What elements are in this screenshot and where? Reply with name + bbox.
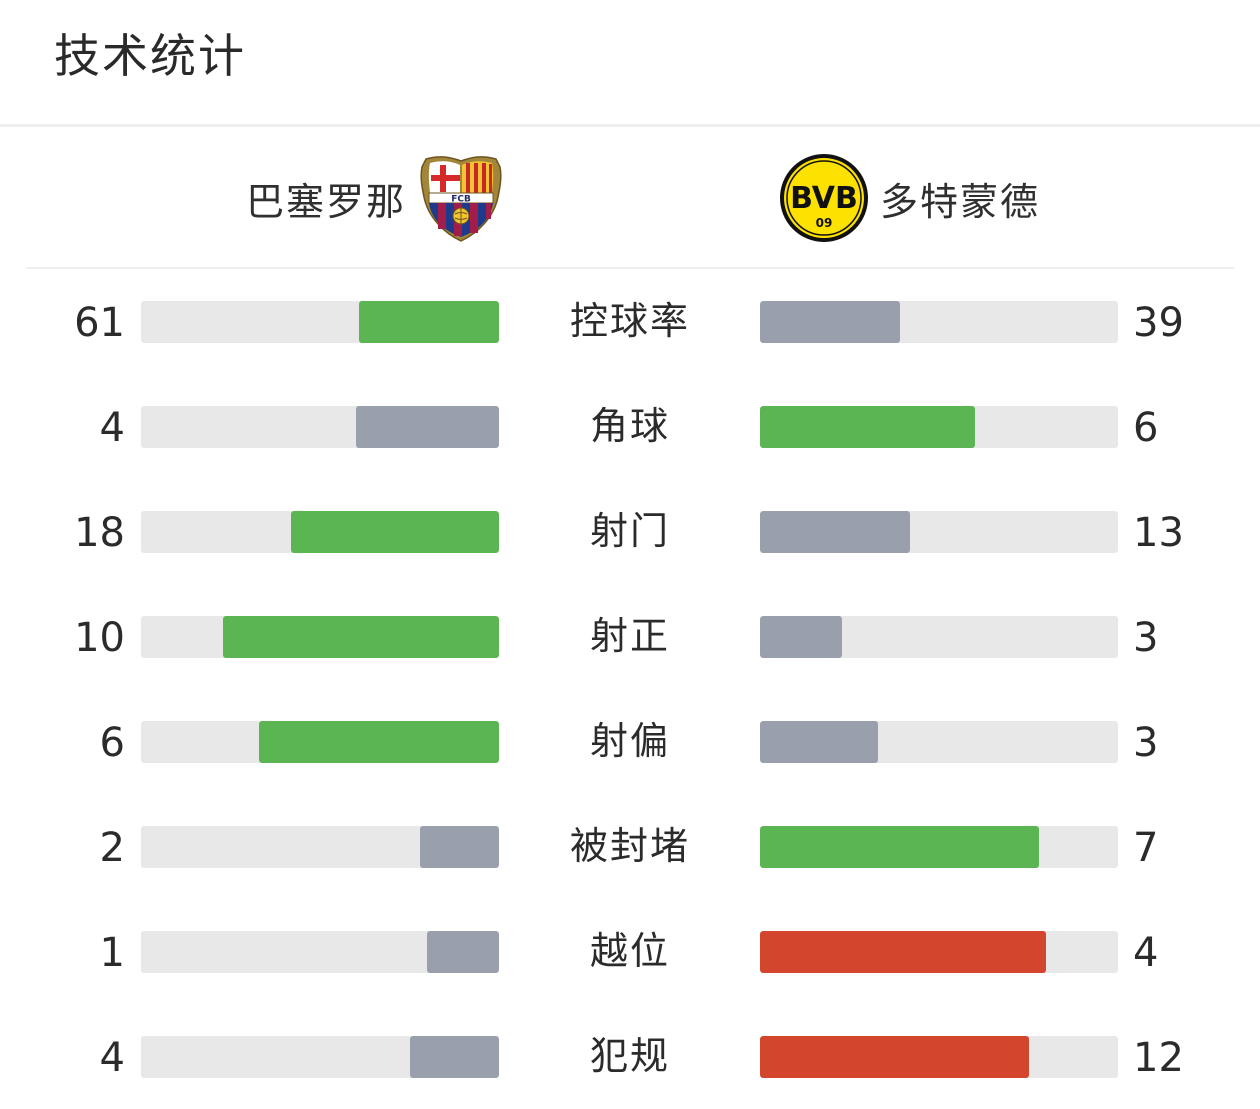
away-stat-value: 39 (1133, 300, 1184, 346)
stat-row: 1 越位 4 (0, 917, 1260, 1022)
stat-row: 6 射偏 3 (0, 707, 1260, 812)
crest-subtext: 09 (816, 216, 833, 230)
home-stat-bar-fill (420, 826, 499, 868)
home-stat-value: 6 (99, 720, 125, 766)
crest-text: FCB (451, 195, 471, 205)
home-stat-value: 61 (74, 300, 125, 346)
away-stat-value: 3 (1133, 615, 1159, 661)
home-stat-bar (141, 826, 499, 868)
away-stat-bar (760, 511, 1118, 553)
home-stat-bar (141, 931, 499, 973)
home-team-header: 巴塞罗那 FCB (246, 152, 502, 244)
home-stat-bar (141, 511, 499, 553)
home-team-name: 巴塞罗那 (245, 179, 406, 224)
home-stat-bar (141, 1036, 499, 1078)
home-stat-bar-fill (359, 301, 499, 343)
home-stat-value: 2 (99, 825, 125, 871)
away-stat-bar (760, 826, 1118, 868)
stat-row: 4 角球 6 (0, 392, 1260, 497)
stat-label: 射门 (589, 509, 670, 553)
away-stat-bar-fill (760, 826, 1040, 868)
home-stat-bar (141, 721, 499, 763)
away-stat-value: 6 (1133, 405, 1159, 451)
header-divider (0, 124, 1260, 127)
home-stat-value: 4 (99, 1035, 125, 1081)
home-stat-value: 18 (74, 510, 125, 556)
away-stat-bar-fill (760, 406, 975, 448)
stat-row: 61 控球率 39 (0, 287, 1260, 392)
stat-row: 2 被封堵 7 (0, 812, 1260, 917)
stat-label: 被封堵 (569, 824, 690, 868)
home-stat-value: 10 (74, 615, 125, 661)
away-stat-value: 7 (1133, 825, 1159, 871)
away-stat-bar-fill (760, 301, 900, 343)
away-stat-bar-fill (760, 1036, 1029, 1078)
home-stat-bar (141, 406, 499, 448)
home-stat-bar (141, 616, 499, 658)
fc-barcelona-crest-icon: FCB (420, 156, 502, 242)
bvb-crest-icon: BVB 09 (780, 154, 868, 242)
home-stat-bar-fill (409, 1036, 499, 1078)
away-stat-bar (760, 301, 1118, 343)
stat-row: 10 射正 3 (0, 602, 1260, 707)
crest-text: BVB (790, 181, 858, 216)
home-stat-bar-fill (291, 511, 499, 553)
away-stat-bar-fill (760, 931, 1047, 973)
home-stat-bar-fill (223, 616, 499, 658)
away-stat-bar (760, 931, 1118, 973)
stat-label: 犯规 (589, 1034, 670, 1078)
stat-row: 4 犯规 12 (0, 1022, 1260, 1109)
home-stat-value: 1 (99, 930, 125, 976)
stat-label: 角球 (589, 404, 670, 448)
teams-divider (26, 267, 1234, 269)
stats-list: 61 控球率 39 4 角球 6 18 射门 13 10 射正 3 6 射偏 3 2 被封堵 7 1 越位 4 4 犯规 12 (0, 287, 1260, 1109)
home-stat-bar-fill (427, 931, 499, 973)
away-stat-bar (760, 721, 1118, 763)
away-stat-bar-fill (760, 511, 911, 553)
away-stat-bar-fill (760, 616, 843, 658)
home-stat-bar (141, 301, 499, 343)
away-stat-bar (760, 406, 1118, 448)
page-title: 技术统计 (54, 29, 246, 83)
stat-label: 射正 (589, 614, 670, 658)
stat-label: 越位 (589, 929, 670, 973)
away-stat-value: 13 (1133, 510, 1184, 556)
away-stat-bar (760, 616, 1118, 658)
away-team-header: BVB 09 多特蒙德 (780, 152, 1040, 244)
home-stat-bar-fill (355, 406, 499, 448)
away-stat-value: 4 (1133, 930, 1159, 976)
home-stat-bar-fill (259, 721, 499, 763)
away-stat-bar (760, 1036, 1118, 1078)
away-stat-bar-fill (760, 721, 879, 763)
away-stat-value: 3 (1133, 720, 1159, 766)
away-team-name: 多特蒙德 (880, 179, 1041, 224)
stat-label: 射偏 (589, 719, 670, 763)
stat-label: 控球率 (569, 299, 690, 343)
stat-row: 18 射门 13 (0, 497, 1260, 602)
away-stat-value: 12 (1133, 1035, 1184, 1081)
home-stat-value: 4 (99, 405, 125, 451)
